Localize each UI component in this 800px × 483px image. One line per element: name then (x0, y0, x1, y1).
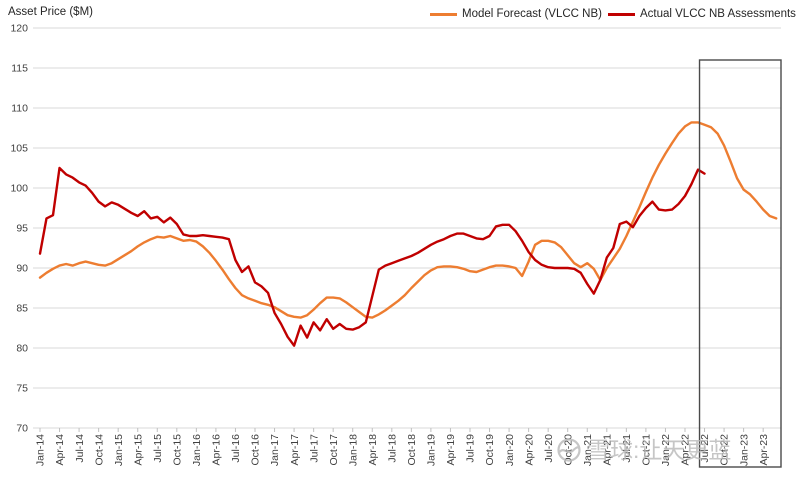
y-tick-label: 100 (10, 183, 28, 195)
actual-assessments-line (38, 166, 706, 347)
y-tick-label: 95 (16, 223, 28, 235)
x-tick-label: Apr-19 (445, 434, 457, 466)
x-axis-labels: Jan-14 Apr-14 Jul-14 Oct-14 Jan-15 Apr-15 Jul-… (35, 434, 770, 466)
chart-legend: Model Forecast (VLCC NB) Actual VLCC NB … (430, 8, 796, 20)
legend-label-actual-assessments: Actual VLCC NB Assessments (639, 8, 796, 20)
y-tick-label: 80 (16, 343, 28, 355)
y-tick-label: 110 (11, 103, 28, 115)
y-tick-label: 105 (10, 143, 28, 155)
x-tick-label: Apr-23 (758, 434, 770, 466)
x-tick-label: Jan-23 (738, 434, 750, 466)
x-tick-label: Oct-16 (250, 434, 262, 466)
x-tick-label: Oct-22 (719, 434, 731, 466)
x-tick-label: Apr-18 (367, 434, 379, 466)
x-tick-label: Jan-21 (582, 434, 594, 466)
x-tick-label: Apr-20 (523, 434, 535, 466)
x-tick-label: Jan-15 (113, 434, 125, 466)
x-tick-label: Jan-17 (269, 434, 281, 466)
actual-assessments-line-swatch (607, 12, 635, 16)
y-tick-label: 115 (11, 63, 28, 75)
y-tick-label: 120 (10, 23, 28, 35)
x-tick-label: Apr-16 (211, 434, 223, 466)
x-tick-label: Jan-18 (347, 434, 359, 466)
y-tick-label: 75 (16, 383, 28, 395)
x-tick-label: Apr-21 (601, 434, 613, 466)
x-tick-label: Jul-20 (543, 434, 555, 463)
x-tick-label: Oct-19 (484, 434, 496, 466)
x-tick-label: Jul-22 (699, 434, 711, 463)
x-tick-label: Jul-15 (152, 434, 164, 463)
y-axis-title: Asset Price ($M) (8, 6, 93, 18)
x-tick-label: Apr-17 (289, 434, 301, 466)
x-tick-label: Jan-14 (35, 434, 47, 466)
x-tick-label: Jan-19 (426, 434, 438, 466)
forecast-highlight-box (698, 59, 782, 468)
x-tick-label: Jul-18 (386, 434, 398, 463)
legend-item-actual-assessments: Actual VLCC NB Assessments (607, 8, 796, 20)
y-tick-label: 90 (16, 263, 28, 275)
x-tick-label: Jul-14 (74, 434, 86, 463)
x-axis-ticks (39, 428, 764, 432)
model-forecast-line (38, 121, 778, 319)
x-tick-label: Apr-14 (54, 434, 66, 466)
x-tick-label: Oct-14 (93, 434, 105, 466)
x-tick-label: Oct-15 (171, 434, 183, 466)
y-tick-label: 70 (16, 423, 28, 435)
x-tick-label: Apr-22 (680, 434, 692, 466)
x-tick-label: Jul-21 (621, 434, 633, 463)
legend-label-model-forecast: Model Forecast (VLCC NB) (462, 8, 602, 20)
gridlines (33, 27, 781, 429)
model-forecast-line-swatch (430, 12, 457, 16)
legend-item-model-forecast: Model Forecast (VLCC NB) (430, 8, 602, 20)
x-tick-label: Oct-20 (562, 434, 574, 466)
x-tick-label: Jan-22 (660, 434, 672, 466)
y-axis-labels: 70 75 80 85 90 95 100 105 110 115 120 (10, 23, 28, 435)
x-tick-label: Oct-21 (641, 434, 653, 466)
x-tick-label: Jul-19 (465, 434, 477, 463)
x-tick-label: Apr-15 (132, 434, 144, 466)
x-tick-label: Oct-17 (328, 434, 340, 466)
x-tick-label: Oct-18 (406, 434, 418, 466)
x-tick-label: Jul-16 (230, 434, 242, 463)
x-tick-label: Jan-20 (504, 434, 516, 466)
y-tick-label: 85 (16, 303, 28, 315)
x-tick-label: Jan-16 (191, 434, 203, 466)
x-tick-label: Jul-17 (308, 434, 320, 463)
